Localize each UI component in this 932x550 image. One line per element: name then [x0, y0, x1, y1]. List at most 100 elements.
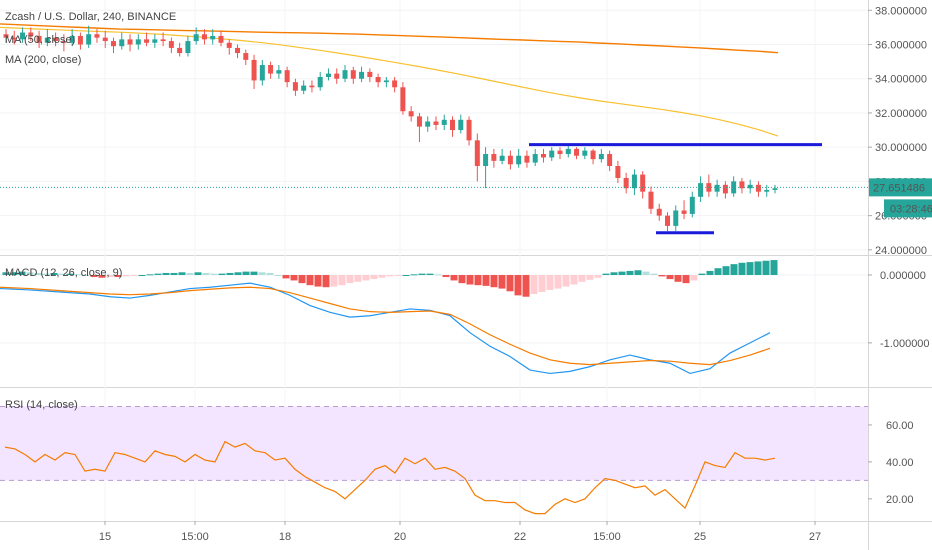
y-tick-label: 32.000000 [875, 108, 927, 120]
candle-body [400, 87, 406, 112]
macd-histogram-bar [522, 275, 530, 297]
x-tick-label: 22 [514, 531, 526, 543]
candle-body [631, 174, 637, 189]
macd-histogram-bar [362, 275, 370, 281]
macd-histogram-bar [58, 273, 66, 276]
candle-body [615, 166, 621, 178]
macd-histogram-bar [234, 272, 242, 276]
candle-body [656, 208, 662, 216]
macd-histogram-bar [546, 275, 554, 290]
macd-tick-label: 0.000000 [880, 270, 926, 282]
candle-body [127, 39, 133, 45]
candle-body [28, 32, 34, 36]
candle-body [20, 32, 26, 40]
macd-histogram-bar [162, 272, 170, 276]
candle-body [94, 34, 100, 38]
candle-body [640, 174, 646, 192]
candle-body [689, 196, 695, 214]
candle-body [168, 41, 174, 48]
macd-histogram-bar [642, 271, 650, 276]
candle-body [458, 119, 464, 131]
x-tick-label: 18 [279, 531, 291, 543]
candle-body [185, 41, 191, 54]
candle-body [135, 39, 141, 45]
macd-histogram-bar [538, 275, 546, 292]
macd-tick-label: -1.000000 [880, 338, 930, 350]
macd-histogram-bar [266, 272, 274, 276]
candle-body [755, 184, 761, 192]
candle-body [681, 210, 687, 214]
candle-body [474, 140, 480, 167]
candle-body [383, 80, 389, 83]
macd-histogram-bar [626, 270, 634, 276]
macd-histogram-bar [658, 275, 666, 277]
candle-body [499, 155, 505, 161]
rsi-tick-label: 20.00 [886, 494, 914, 506]
candle-body [334, 73, 340, 79]
macd-histogram-bar [690, 275, 698, 281]
macd-histogram-bar [746, 262, 754, 276]
candle-body [425, 121, 431, 127]
candle-body [359, 71, 365, 79]
candle-body [36, 35, 42, 43]
macd-histogram-bar [178, 272, 186, 276]
macd-histogram-bar [170, 272, 178, 276]
candle-body [325, 73, 331, 78]
x-tick-label: 25 [694, 531, 706, 543]
macd-histogram-bar [346, 275, 354, 284]
candle-body [284, 70, 290, 83]
macd-histogram-bar [514, 275, 522, 296]
candle-body [433, 121, 439, 125]
candle-body [623, 177, 629, 189]
macd-histogram-bar [466, 275, 474, 285]
macd-histogram-bar [474, 275, 482, 286]
y-tick-label: 38.000000 [875, 5, 927, 17]
macd-histogram-bar [74, 274, 82, 276]
macd-histogram-bar [442, 275, 450, 278]
macd-histogram-bar [34, 272, 42, 276]
macd-histogram-bar [114, 275, 122, 278]
candle-body [350, 70, 356, 79]
candle-body [226, 42, 232, 48]
macd-histogram-bar [290, 275, 298, 281]
macd-histogram-bar [634, 270, 642, 276]
macd-histogram-bar [714, 268, 722, 276]
rsi-band [0, 406, 868, 481]
macd-histogram-bar [602, 273, 610, 276]
candle-body [408, 111, 414, 117]
candle-body [77, 35, 83, 45]
macd-histogram-bar [674, 275, 682, 282]
macd-histogram-bar [410, 274, 418, 276]
candle-body [392, 80, 398, 88]
macd-histogram-bar [90, 275, 98, 278]
macd-histogram-bar [426, 273, 434, 276]
candle-body [251, 59, 257, 81]
candle-body [292, 82, 298, 91]
macd-histogram-bar [130, 275, 138, 277]
rsi-tick-label: 60.00 [886, 420, 914, 432]
candle-body [61, 41, 67, 43]
candle-body [317, 77, 323, 88]
candle-body [441, 119, 447, 125]
macd-histogram-bar [274, 275, 282, 277]
macd-histogram-bar [482, 275, 490, 286]
macd-histogram-bar [418, 273, 426, 276]
macd-histogram-bar [378, 275, 386, 278]
candle-body [565, 148, 571, 155]
candle-body [86, 34, 92, 45]
macd-histogram-bar [18, 271, 26, 276]
rsi-pane-title: RSI (14, close) [5, 399, 78, 411]
candle-body [665, 215, 671, 226]
macd-histogram-bar [754, 261, 762, 276]
macd-histogram-bar [386, 275, 394, 277]
macd-histogram-bar [330, 275, 338, 287]
candle-body [3, 34, 9, 38]
macd-histogram-bar [370, 275, 378, 280]
macd-histogram-bar [218, 273, 226, 276]
ma50-label: MA (50, close) [5, 34, 75, 46]
macd-histogram-bar [314, 275, 322, 287]
candle-body [367, 71, 373, 78]
macd-histogram-bar [306, 275, 314, 286]
